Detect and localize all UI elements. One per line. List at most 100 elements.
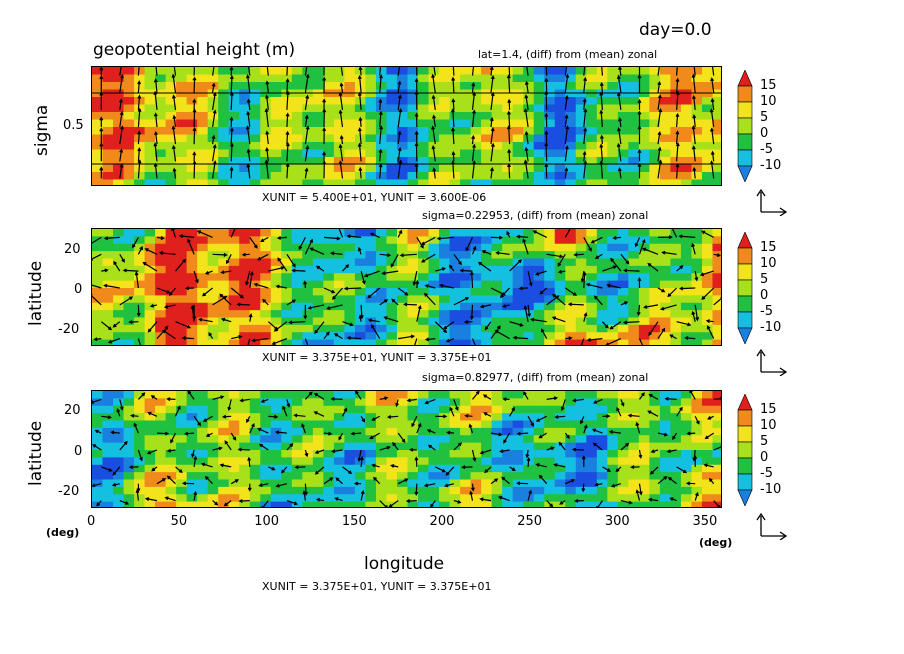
heatmap-cell [617,295,629,304]
wind-vector [627,413,640,418]
heatmap-cell [354,494,367,503]
heatmap-cell [680,67,693,76]
wind-vector [246,98,251,110]
heatmap-cell [670,251,682,260]
heatmap-cell [565,179,577,185]
x-tick-label: 0 [87,514,96,529]
heatmap-cell [386,149,398,158]
heatmap-cell [523,265,535,274]
heatmap-cell [365,457,377,466]
heatmap-cell [344,172,356,181]
heatmap-cell [291,479,303,488]
heatmap-cell [544,265,556,274]
heatmap-cell [439,494,451,503]
wind-vector [612,235,621,240]
heatmap-cell [386,236,398,245]
wind-vector [341,407,348,417]
heatmap-cell [102,295,114,304]
heatmap-cell [396,398,409,407]
heatmap-cell [144,164,156,173]
heatmap-cell [586,324,598,333]
heatmap-cell [207,472,219,481]
heatmap-cell [302,420,314,429]
heatmap-cell [523,427,535,436]
heatmap-cell [512,265,524,274]
heatmap-cell [144,97,156,106]
heatmap-cell [333,420,345,429]
heatmap-cell [102,494,114,503]
panel2-ytick-m20: -20 [58,322,80,337]
heatmap-cell [691,236,703,245]
heatmap-cell [418,89,430,98]
wind-vector [323,67,325,76]
heatmap-cell [323,236,335,245]
heatmap-cell [113,494,125,503]
heatmap-cell [617,494,629,503]
heatmap-cell [375,310,388,319]
heatmap-cell [354,332,367,341]
heatmap-cell [354,288,367,296]
heatmap-cell [628,427,640,436]
heatmap-cell [354,501,367,507]
wind-vector [286,443,294,451]
wind-vector [637,277,642,289]
heatmap-cell [701,157,714,166]
heatmap-cell [659,464,672,473]
heatmap-cell [628,236,640,245]
heatmap-cell [617,273,629,282]
heatmap-cell [533,67,545,76]
heatmap-cell [701,339,714,345]
heatmap-cell [533,288,545,296]
heatmap-cell [460,97,472,106]
heatmap-cell [491,74,503,83]
heatmap-cell [365,142,377,151]
wind-vector [641,247,659,255]
heatmap-cell [491,324,503,333]
wind-vector [92,253,102,261]
wind-vector [156,325,169,339]
heatmap-cell [460,127,472,136]
heatmap-cell [113,486,125,495]
heatmap-cell [638,494,650,503]
heatmap-cell [323,457,335,466]
heatmap-cell [575,179,587,185]
heatmap-cell [239,67,251,76]
heatmap-cell [554,97,566,106]
heatmap-cell [176,494,188,503]
heatmap-cell [333,464,345,473]
heatmap-cell [712,236,721,245]
heatmap-cell [680,302,693,311]
heatmap-cell [481,273,493,282]
heatmap-cell [512,324,524,333]
heatmap-cell [270,317,282,326]
heatmap-cell [701,258,714,267]
heatmap-cell [386,398,398,407]
heatmap-cell [281,501,293,507]
heatmap-cell [680,119,693,128]
heatmap-cell [512,229,524,237]
heatmap-cell [186,332,198,341]
heatmap-cell [302,302,314,311]
wind-vector [153,90,158,110]
heatmap-cell [396,332,409,341]
heatmap-cell [544,127,556,136]
wind-vector [358,67,363,76]
wind-vector [322,98,327,110]
heatmap-cell [502,420,514,429]
heatmap-cell [396,258,409,267]
heatmap-cell [544,157,556,166]
heatmap-cell [375,472,388,481]
heatmap-cell [312,179,324,185]
heatmap-cell [218,332,230,341]
heatmap-cell [418,295,430,304]
wind-vector [583,127,588,145]
heatmap-cell [428,179,440,185]
heatmap-cell [638,295,650,304]
heatmap-cell [649,280,661,289]
heatmap-cell [113,112,125,121]
heatmap-cell [375,464,388,473]
heatmap-cell [596,405,608,414]
heatmap-cell [354,251,367,260]
wind-vector [489,67,494,76]
heatmap-cell [418,494,430,503]
